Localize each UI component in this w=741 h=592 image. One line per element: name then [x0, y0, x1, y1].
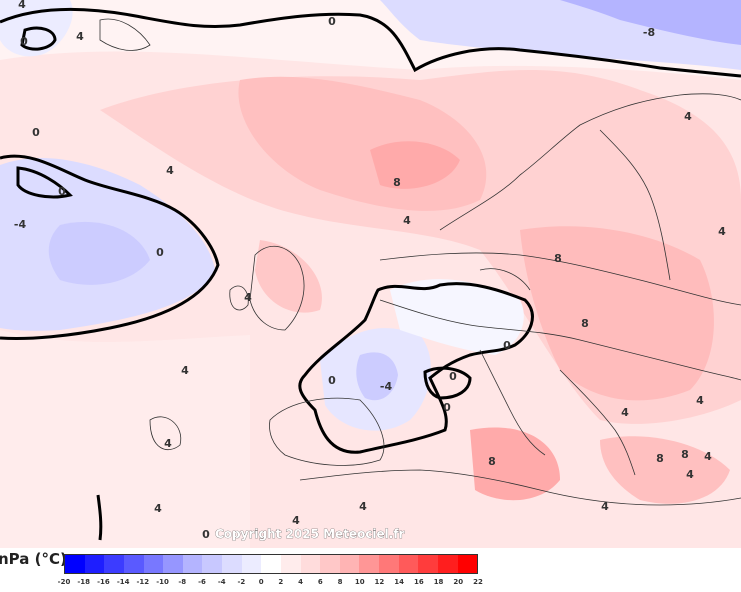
isoline-label: 8	[681, 448, 689, 461]
legend-swatch	[123, 555, 144, 573]
zero-isotherms	[0, 7, 741, 541]
isoline-label: 0	[443, 401, 451, 414]
isoline-label: 0	[503, 339, 511, 352]
legend-swatch	[457, 555, 478, 573]
warm-zone-uk	[255, 240, 322, 313]
legend-tick: 20	[453, 578, 464, 586]
coastlines-borders	[99, 18, 741, 506]
legend-tick: 6	[317, 578, 323, 586]
warm-core-aegean	[600, 436, 730, 504]
legend-swatch	[280, 555, 301, 573]
isoline-label: 0	[328, 374, 336, 387]
isoline-label: 4	[704, 450, 712, 463]
isoline-label: 4	[359, 500, 367, 513]
legend-swatch	[163, 555, 183, 573]
legend-swatch	[84, 555, 105, 573]
isoline-label: 4	[154, 502, 162, 515]
isoline-label: 0	[32, 126, 40, 139]
isoline-label: 4	[292, 514, 300, 527]
cold-core-arctic	[560, 0, 741, 45]
isoline-label: 0	[58, 185, 66, 198]
isoline-label: -4	[380, 380, 393, 393]
isoline-label: 4	[686, 468, 694, 481]
isoline-label: 8	[581, 317, 589, 330]
isoline-label: 8	[488, 455, 496, 468]
isoline-label: 4	[718, 225, 726, 238]
legend-swatch	[261, 555, 281, 573]
legend-tick: -4	[217, 578, 226, 586]
legend-tick: -10	[156, 578, 169, 586]
legend-color-scale	[64, 554, 478, 574]
isoline-label: 4	[76, 30, 84, 43]
isoline-label: 0	[202, 528, 210, 541]
isoline-label: 0	[328, 15, 336, 28]
legend-tick-labels: -20 -18 -16 -14 -12 -10 -8 -6 -4 -2 0 2 4 6 8 10 12 14 16 1…	[58, 578, 483, 590]
legend-tick: -8	[178, 578, 187, 586]
isoline-label: 0	[20, 35, 28, 48]
neutral-zone-central	[390, 279, 524, 355]
legend-swatch	[300, 555, 321, 573]
legend-tick: -18	[77, 578, 91, 586]
isoline-label: 4	[601, 500, 609, 513]
isoline-label: 4	[181, 364, 189, 377]
legend-tick: 2	[278, 578, 284, 586]
legend-swatch	[359, 555, 379, 573]
legend-tick: -20	[57, 578, 71, 586]
legend-swatch	[222, 555, 242, 573]
legend-tick: 18	[433, 578, 444, 586]
legend-swatch	[398, 555, 419, 573]
legend-tick: 0	[258, 578, 264, 586]
legend-tick: 14	[394, 578, 405, 586]
isoline-label: 4	[403, 214, 411, 227]
legend-tick: 8	[337, 578, 343, 586]
temperature-anomaly-map: 4 0 4 0 -8 0 4 0 8 4 -4 4 0 4 8 4 8 0 4 0 0 -4 0 4 4 4 8 8 8 4 4 4 4 4 4 0 …	[0, 0, 741, 548]
isoline-label: -4	[14, 218, 27, 231]
legend-tick: 12	[374, 578, 385, 586]
warm-core-east	[520, 226, 714, 401]
warm-core-mediterranean	[470, 427, 560, 501]
legend-tick: 16	[413, 578, 424, 586]
legend-tick: -16	[97, 578, 110, 586]
isoline-label: 0	[449, 370, 457, 383]
legend-tick: -6	[198, 578, 206, 586]
isoline-label: 0	[156, 246, 164, 259]
legend-swatch	[143, 555, 164, 573]
copyright-text: Copyright 2025 Meteociel.fr	[215, 527, 405, 541]
isoline-label: 4	[164, 437, 172, 450]
cold-core-iberia	[356, 352, 398, 401]
isoline-label: -8	[643, 26, 655, 39]
isoline-label: 4	[18, 0, 26, 11]
legend-swatch	[437, 555, 458, 573]
warm-peak-norway	[370, 141, 460, 189]
legend-tick: -2	[237, 578, 246, 586]
legend-tick: -12	[136, 578, 150, 586]
isoline-label: 4	[244, 291, 252, 304]
isoline-label: 8	[393, 176, 401, 189]
legend-swatch	[65, 555, 85, 573]
legend-swatch	[379, 555, 399, 573]
legend-tick: 10	[354, 578, 365, 586]
legend-swatch	[182, 555, 203, 573]
legend-swatch	[202, 555, 222, 573]
isoline-label: 8	[656, 452, 664, 465]
isoline-label: 4	[621, 406, 629, 419]
cold-core-atlantic	[48, 221, 150, 285]
isoline-label: 4	[684, 110, 692, 123]
isoline-label: 8	[554, 252, 562, 265]
legend-tick: 22	[473, 578, 483, 586]
isoline-label: 4	[166, 164, 174, 177]
color-legend: nPa (°C) -20 -18 -16 -14 -12 -10 -8 -6 -4 -2 0 2 4 6 8…	[0, 548, 741, 592]
legend-title: nPa (°C)	[0, 550, 67, 568]
legend-swatch	[320, 555, 340, 573]
legend-tick: 4	[298, 578, 303, 586]
legend-swatch	[339, 555, 360, 573]
isoline-label: 4	[696, 394, 704, 407]
legend-swatch	[104, 555, 124, 573]
legend-tick: -14	[116, 578, 130, 586]
legend-swatch	[418, 555, 438, 573]
warm-zone-atlantic	[0, 330, 250, 548]
legend-swatch	[241, 555, 262, 573]
